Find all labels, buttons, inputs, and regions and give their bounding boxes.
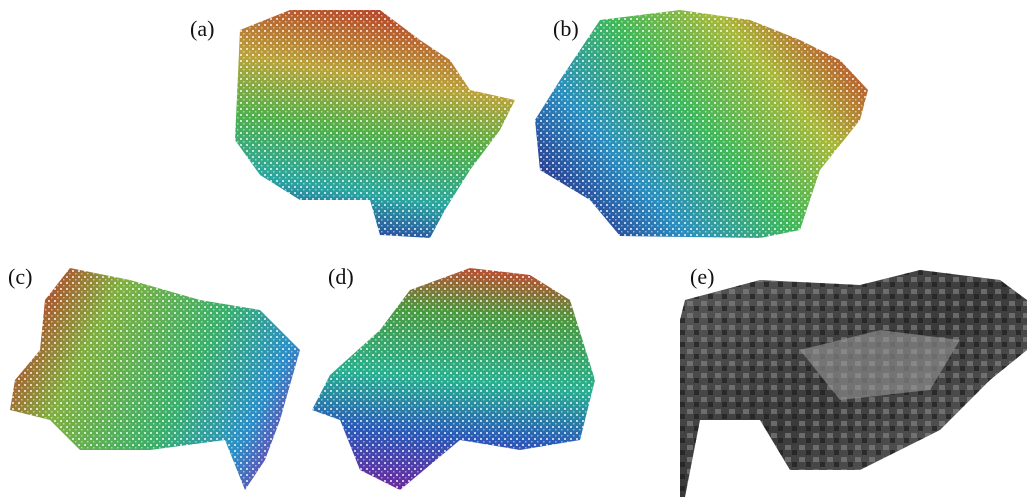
figure: (a) (b) (c) (d) (e) [0,0,1027,497]
panel-e: (e) [680,264,1027,497]
speckle [312,268,595,490]
panel-label: (d) [328,264,354,289]
panel-c: (c) [8,264,300,490]
speckle [10,268,300,490]
panel-b: (b) [535,10,868,238]
panel-label: (c) [8,264,32,289]
page: {"panels": [{"label": "(a)"}, {"label": … [0,0,1027,497]
panel-a: (a) [190,10,515,238]
speckle [535,10,868,238]
panel-label: (a) [190,16,214,41]
panel-label: (b) [553,16,579,41]
panel-d: (d) [312,264,595,490]
panel-label: (e) [690,264,714,289]
speckle [235,10,515,238]
